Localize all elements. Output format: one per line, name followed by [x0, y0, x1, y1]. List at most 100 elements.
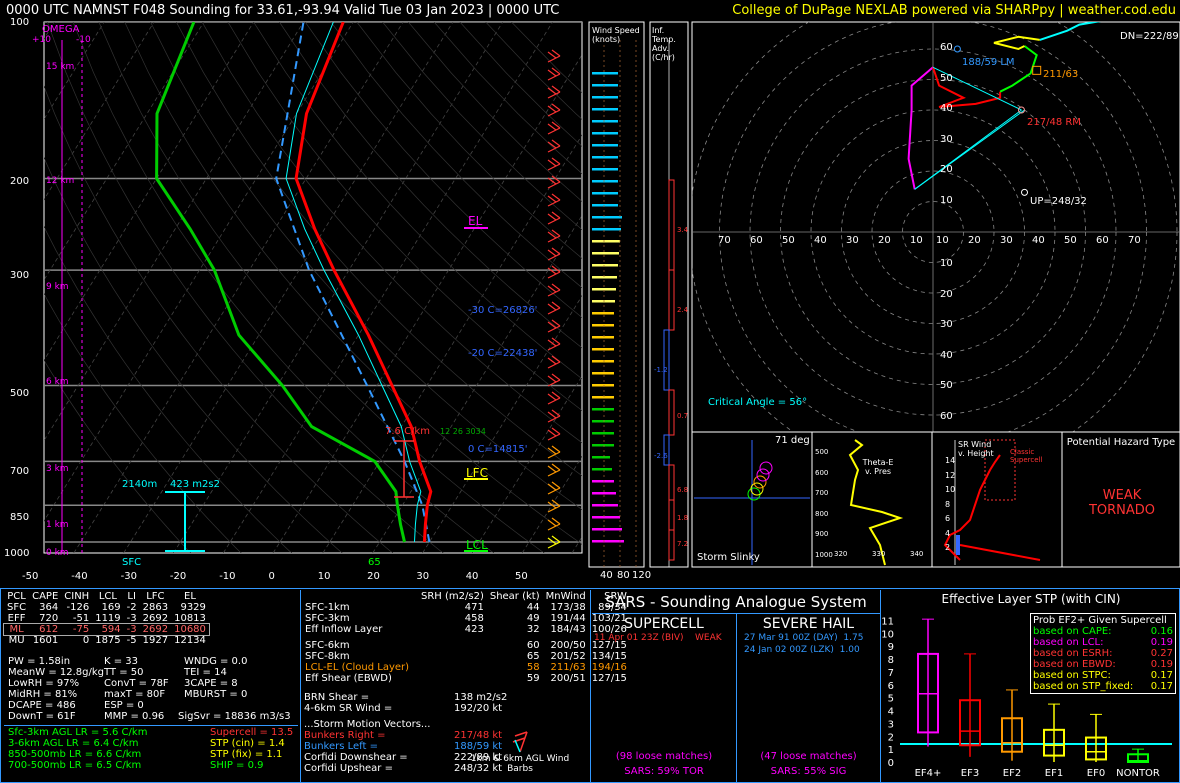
parcel-cell: 1119 [95, 613, 121, 624]
stp-category-label: EF2 [1003, 768, 1021, 779]
index-value: 3CAPE = 8 [184, 678, 238, 689]
hail-title: SEVERE HAIL [762, 616, 855, 632]
temp-tick: 20 [367, 571, 380, 582]
dry-adiabat [227, 22, 582, 411]
isotherm [123, 22, 454, 553]
wind-barb-flag [551, 193, 561, 201]
kin-cell [418, 662, 487, 673]
temp-adv-value: -1.2 [654, 366, 668, 374]
temp-tick: 40 [465, 571, 479, 582]
wind-speed-bar [592, 432, 614, 435]
temperature-axis: -50 -40 -30 -20 -10 0 10 20 30 40 50 [0, 571, 590, 583]
bunkers-right-value: 217/48 kt [454, 730, 503, 741]
pressure-label: 200 [10, 176, 30, 187]
wind-barb [547, 379, 561, 387]
sfc-label: SFC [122, 557, 142, 568]
temp-adv-bar [668, 389, 675, 436]
wind-speed-bar [592, 168, 618, 171]
wind-barb-flag [547, 519, 557, 527]
stp-legend-row: based on CAPE: 0.16 [1033, 626, 1173, 637]
parcel-cell: 1601 [32, 635, 59, 646]
temp-tick: 0 [268, 571, 275, 582]
hodo-trace-low [907, 66, 934, 190]
kin-cell: 58 [526, 662, 540, 673]
wind-barb-flag [551, 481, 561, 489]
omega-tick: -10 [76, 35, 91, 45]
stp-box [1001, 717, 1023, 753]
stp-legend-value: 0.17 [1150, 681, 1173, 692]
dry-adiabat [511, 22, 582, 93]
brn-label: BRN Shear = [304, 692, 370, 703]
index-value: WNDG = 0.0 [184, 656, 248, 667]
kin-row: Eff Shear (EBWD) 59 200/51 127/15 [302, 673, 630, 684]
kin-cell: 194/16 [591, 662, 627, 673]
stp-y-label: 10 [882, 629, 894, 640]
temp-adv-value: 0.7 [677, 412, 689, 420]
thetae-x-label: 330 [872, 550, 886, 558]
kin-cell [418, 651, 487, 662]
kin-cell: 49 [526, 613, 540, 624]
wind-barb-flag [547, 303, 557, 311]
upshear-label: UP=248/32 [1030, 196, 1087, 207]
stp-category-label: NONTOR [1116, 768, 1160, 779]
wind-barb [547, 109, 561, 117]
stp-y-label: 5 [888, 694, 894, 705]
wind-speed-bar [592, 456, 610, 459]
composite-index: STP (fix) = 1.1 [210, 749, 283, 760]
kin-cell: 184/43 [550, 624, 586, 635]
kin-cell: SFC-1km [305, 602, 350, 613]
wind-barb [547, 127, 561, 135]
upshear-marker [1021, 188, 1028, 196]
indices-block: PW = 1.58in MeanW = 12.8g/kg LowRH = 97% Mi… [8, 656, 298, 722]
parcel-header: PCL [7, 591, 26, 602]
temp-adv-bar [663, 434, 670, 466]
wind-barb-flag [547, 411, 557, 419]
wind-speed-bar [592, 300, 615, 303]
temp-adv-value: 3.4 [677, 226, 689, 234]
composite-indices: Supercell = 13.5 STP (cin) = 1.4 STP (fix)… [210, 727, 293, 771]
height-label: 15 km [46, 62, 75, 72]
thetae-x-label: 340 [910, 550, 924, 558]
stp-legend-value: 0.19 [1150, 659, 1173, 670]
temp-tick: -30 [120, 571, 137, 582]
stp-y-label: 4 [888, 707, 894, 718]
kin-header-blank [302, 591, 418, 602]
isotherm [44, 22, 304, 442]
kin-header: SRH (m2/s2) [421, 591, 484, 602]
wind-barb [547, 325, 561, 333]
wind-barb-flag [547, 321, 557, 329]
srwind-y-label: 6 [945, 514, 951, 523]
hodo-trace-mid [932, 66, 1002, 108]
kin-cell: 173/38 [550, 602, 586, 613]
wind-barb-flag [551, 85, 561, 93]
isotherm [173, 22, 504, 553]
kin-cell: SFC-8km [305, 651, 350, 662]
stp-legend-value: 0.19 [1150, 637, 1173, 648]
wind-barb-flag [547, 249, 557, 257]
temp-adv-bar [668, 269, 675, 331]
dry-adiabat [356, 22, 582, 259]
wind-barb-flag [551, 175, 561, 183]
isotherm [44, 22, 155, 201]
kin-cell: 458 [464, 613, 484, 624]
brn-value: 138 m2/s2 [454, 692, 508, 703]
wind-speed-bar [592, 216, 622, 219]
isotherm [222, 22, 553, 553]
isotherm [571, 536, 582, 553]
dry-adiabat [253, 22, 582, 380]
kin-cell: 200/50 [550, 640, 586, 651]
kin-header: MnWind [545, 591, 586, 602]
supercell-match: 11 Apr 01 23Z (BIV) WEAK [594, 633, 722, 643]
freezing-level: 0 C=14815' [468, 444, 528, 455]
parcel-row: SFC 364 -126 169 -2 2863 9329 [4, 602, 209, 613]
wind-speed-bar [592, 336, 614, 339]
srwind-title: SR Wind v. Height [958, 440, 994, 458]
temp-adv-value: 7.2 [677, 540, 689, 548]
kin-cell: Eff Shear (EBWD) [305, 673, 392, 684]
parcel-cell: -3 [126, 624, 137, 635]
dry-adiabat [382, 22, 582, 231]
lm-marker [953, 45, 961, 53]
stp-category-label: EF0 [1087, 768, 1105, 779]
critical-angle-line [932, 66, 1022, 111]
temp-adv-value: 1.8 [677, 514, 689, 522]
